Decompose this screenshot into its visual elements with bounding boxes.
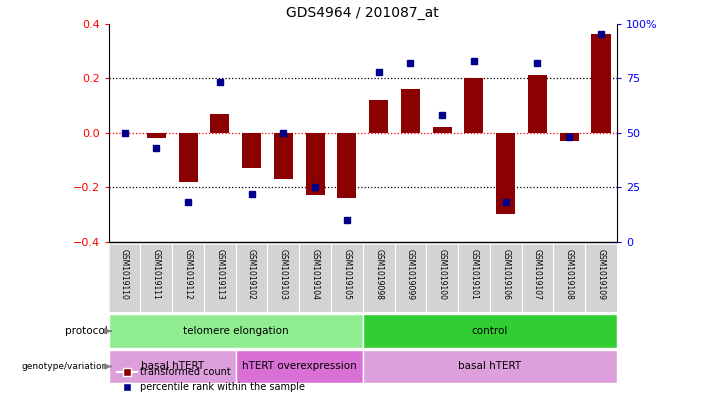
Bar	[496, 132, 515, 215]
Text: GSM1019098: GSM1019098	[374, 249, 383, 300]
Text: GSM1019113: GSM1019113	[215, 249, 224, 300]
Text: GSM1019101: GSM1019101	[470, 249, 479, 300]
Bar	[559, 132, 579, 141]
Text: GSM1019109: GSM1019109	[597, 249, 606, 300]
Bar	[242, 132, 261, 168]
Text: protocol: protocol	[65, 326, 108, 336]
Text: GSM1019107: GSM1019107	[533, 249, 542, 300]
Text: telomere elongation: telomere elongation	[183, 326, 289, 336]
Text: GSM1019099: GSM1019099	[406, 249, 415, 300]
Text: GSM1019111: GSM1019111	[152, 249, 161, 300]
Bar	[210, 114, 229, 132]
Text: basal hTERT: basal hTERT	[458, 362, 522, 371]
Bar	[109, 350, 236, 383]
Bar	[401, 89, 420, 132]
Bar	[465, 78, 484, 132]
Text: GSM1019102: GSM1019102	[247, 249, 256, 300]
Bar	[109, 314, 363, 348]
Bar	[592, 35, 611, 132]
Bar	[147, 132, 166, 138]
Bar	[274, 132, 293, 179]
Bar	[236, 350, 363, 383]
Bar	[369, 100, 388, 132]
Text: GSM1019108: GSM1019108	[565, 249, 573, 300]
Text: GSM1019103: GSM1019103	[279, 249, 288, 300]
Text: genotype/variation: genotype/variation	[22, 362, 108, 371]
Text: GSM1019100: GSM1019100	[437, 249, 447, 300]
Bar	[433, 127, 451, 132]
Bar	[363, 350, 617, 383]
Text: GSM1019105: GSM1019105	[342, 249, 351, 300]
Title: GDS4964 / 201087_at: GDS4964 / 201087_at	[287, 6, 439, 20]
Text: GSM1019106: GSM1019106	[501, 249, 510, 300]
Bar	[179, 132, 198, 182]
Text: GSM1019110: GSM1019110	[120, 249, 129, 300]
Text: GSM1019104: GSM1019104	[311, 249, 320, 300]
Text: control: control	[472, 326, 508, 336]
Bar	[528, 75, 547, 132]
Bar	[337, 132, 356, 198]
Text: basal hTERT: basal hTERT	[141, 362, 204, 371]
Legend: transformed count, percentile rank within the sample: transformed count, percentile rank withi…	[114, 364, 308, 393]
Text: GSM1019112: GSM1019112	[184, 249, 193, 300]
Text: hTERT overexpression: hTERT overexpression	[242, 362, 357, 371]
Bar	[306, 132, 325, 195]
Bar	[363, 314, 617, 348]
